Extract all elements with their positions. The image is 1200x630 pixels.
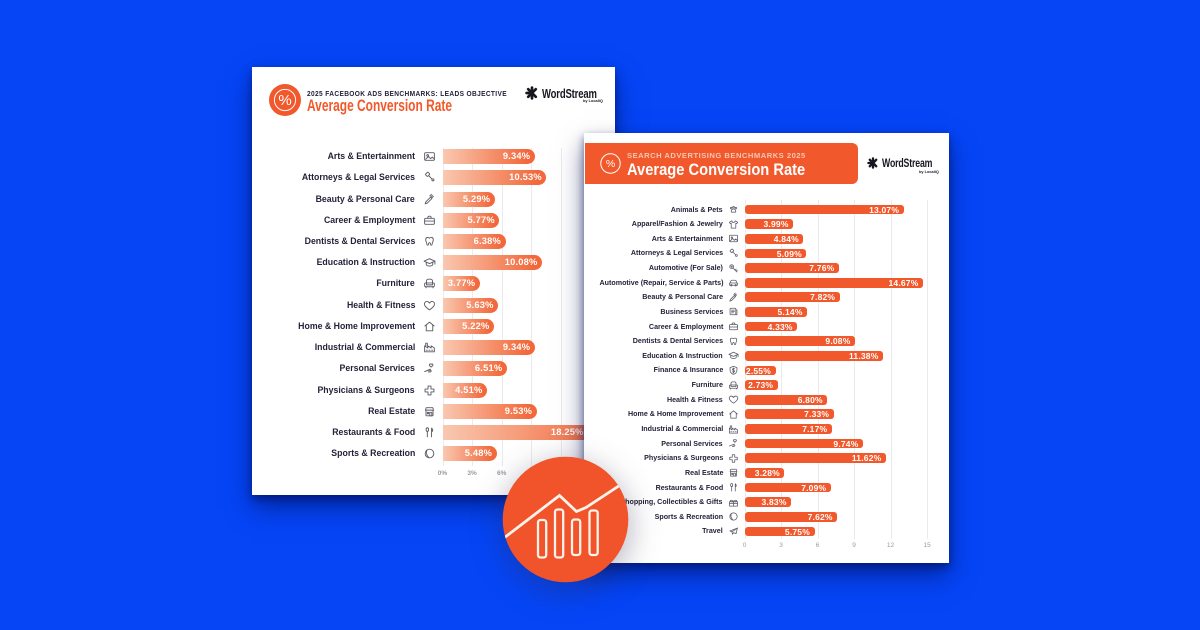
svg-text:%: % [278,92,291,109]
svg-text:%: % [606,158,615,170]
